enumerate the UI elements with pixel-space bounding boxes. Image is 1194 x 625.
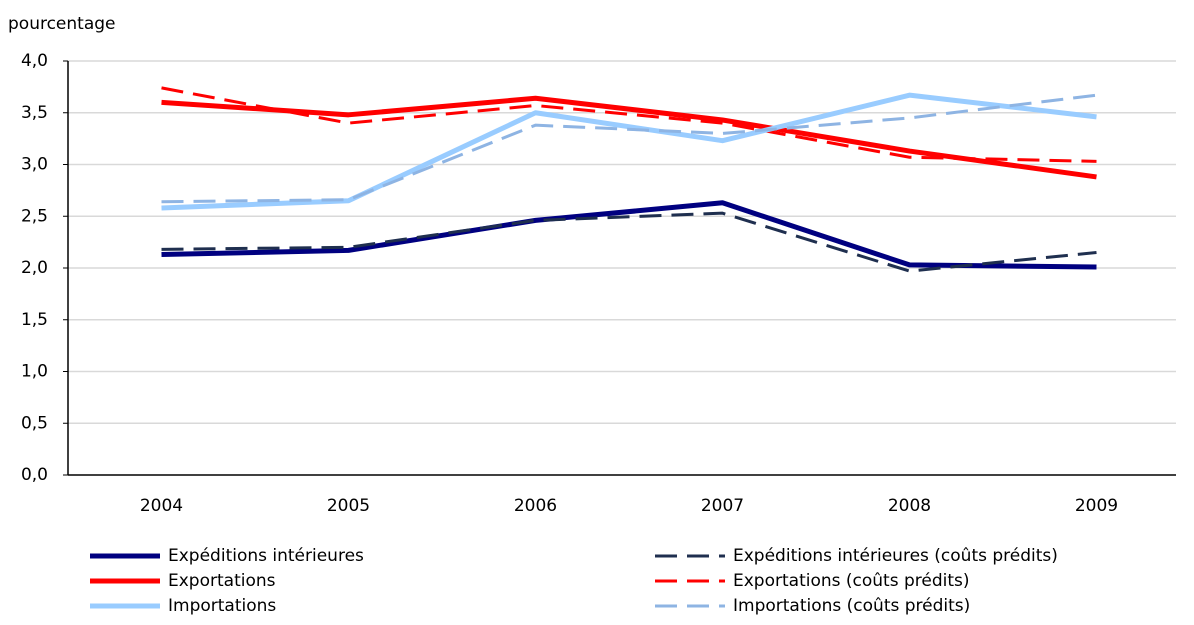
x-tick-label: 2009 [1075, 496, 1118, 516]
series-line [161, 95, 1097, 180]
legend-label: Exportations [168, 571, 276, 591]
y-tick-label: 4,0 [21, 51, 48, 71]
series-line [161, 86, 1097, 163]
y-tick-label: 1,0 [21, 362, 48, 382]
legend-label: Importations (coûts prédits) [733, 596, 970, 616]
x-tick-label: 2007 [701, 496, 744, 516]
x-tick-label: 2004 [140, 496, 183, 516]
series-line [161, 92, 1097, 211]
y-tick-label: 1,5 [21, 310, 48, 330]
y-tick-label: 0,5 [21, 413, 48, 433]
y-tick-label: 2,0 [21, 258, 48, 278]
legend-label: Expéditions intérieures (coûts prédits) [733, 546, 1058, 566]
legend-label: Exportations (coûts prédits) [733, 571, 970, 591]
series-line [161, 93, 1097, 204]
x-tick-label: 2006 [514, 496, 557, 516]
y-tick-label: 2,5 [21, 206, 48, 226]
y-axis-label: pourcentage [8, 14, 116, 34]
x-tick-label: 2005 [327, 496, 370, 516]
x-tick-label: 2008 [888, 496, 931, 516]
legend-label: Importations [168, 596, 276, 616]
series-line [161, 200, 1097, 270]
series-line [161, 211, 1097, 273]
legend-label: Expéditions intérieures [168, 546, 364, 566]
y-tick-label: 0,0 [21, 465, 48, 485]
y-tick-label: 3,0 [21, 155, 48, 175]
y-tick-label: 3,5 [21, 103, 48, 123]
